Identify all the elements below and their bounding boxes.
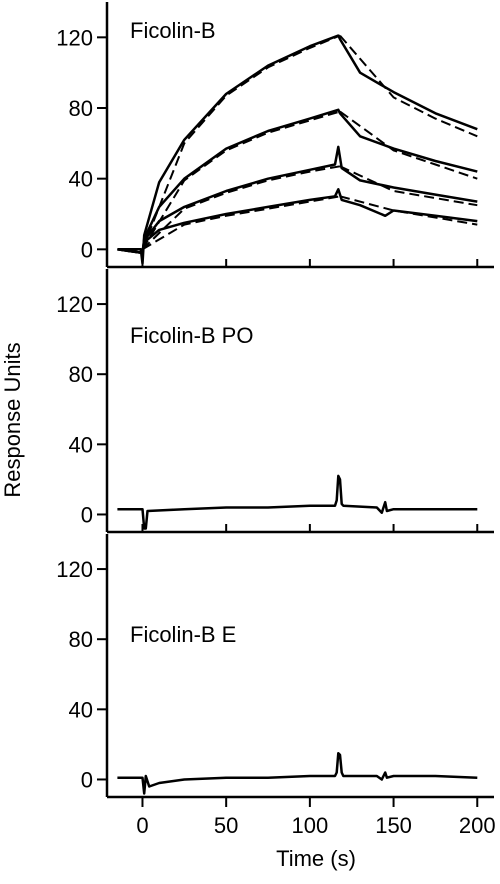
- y-tick-label: 120: [56, 292, 93, 317]
- x-tick-label: 0: [136, 813, 148, 838]
- fit-curve: [339, 195, 478, 226]
- y-tick-label: 0: [81, 502, 93, 527]
- y-tick-label: 80: [69, 96, 93, 121]
- sensorgram-curve: [117, 474, 478, 530]
- panel-title-ficolin-b-e: Ficolin-B E: [130, 622, 236, 647]
- x-tick-label: 100: [292, 813, 329, 838]
- panel-title-ficolin-b: Ficolin-B: [130, 18, 216, 43]
- fit-curve: [339, 110, 478, 180]
- y-tick-label: 40: [69, 167, 93, 192]
- sensorgram-curve: [117, 751, 478, 795]
- y-tick-label: 120: [56, 25, 93, 50]
- y-tick-label: 0: [81, 767, 93, 792]
- y-tick-label: 40: [69, 432, 93, 457]
- panel-ficolin-b: Ficolin-B: [130, 18, 216, 43]
- panel-ficolin-b-e: Ficolin-B E: [130, 622, 236, 647]
- y-tick-label: 80: [69, 627, 93, 652]
- x-tick-label: 50: [214, 813, 238, 838]
- y-tick-label: 0: [81, 237, 93, 262]
- fit-curve: [339, 165, 478, 207]
- y-tick-label: 120: [56, 557, 93, 582]
- x-tick-label: 200: [459, 813, 496, 838]
- fit-curve: [141, 110, 341, 250]
- sensorgram-curve: [117, 34, 478, 265]
- y-axis-title: Response Units: [0, 342, 25, 497]
- fit-curve: [141, 165, 341, 251]
- fit-curve: [339, 34, 478, 138]
- sensorgram-curve: [117, 188, 478, 255]
- panel-ficolin-b-po: Ficolin-B PO: [130, 323, 253, 348]
- panel-title-ficolin-b-po: Ficolin-B PO: [130, 323, 253, 348]
- x-tick-label: 150: [375, 813, 412, 838]
- sensorgram-curve: [117, 108, 478, 255]
- fit-curve: [141, 195, 341, 251]
- y-tick-label: 80: [69, 362, 93, 387]
- plot-layer: 0 40 80 120 0 40 80 120 0 40 80 120 0 50 100 150 200: [56, 2, 496, 838]
- fit-curve: [141, 34, 341, 250]
- x-axis-title: Time (s): [276, 846, 356, 871]
- y-tick-label: 40: [69, 697, 93, 722]
